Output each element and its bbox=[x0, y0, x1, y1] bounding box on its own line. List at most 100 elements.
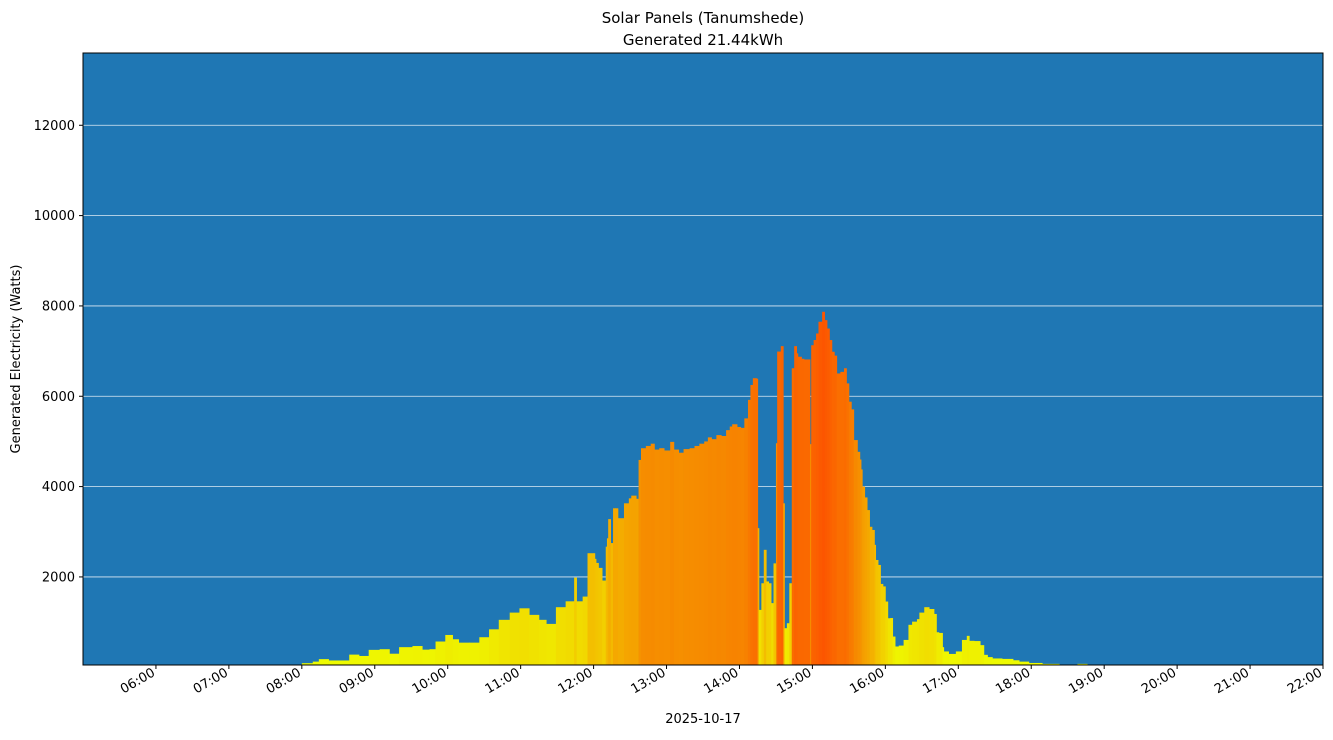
x-tick-label: 20:00 bbox=[1139, 665, 1179, 697]
bar bbox=[890, 618, 893, 665]
bar bbox=[618, 518, 624, 665]
bar bbox=[596, 563, 599, 665]
chart-title: Solar Panels (Tanumshede) bbox=[602, 9, 805, 27]
bar bbox=[577, 601, 583, 665]
bar bbox=[737, 427, 741, 665]
bar bbox=[679, 453, 684, 665]
bar bbox=[422, 650, 430, 665]
bar bbox=[880, 584, 883, 665]
bar bbox=[744, 418, 748, 665]
bar bbox=[814, 340, 817, 665]
bar bbox=[827, 329, 830, 665]
bar bbox=[792, 368, 795, 665]
x-tick-label: 15:00 bbox=[774, 665, 814, 697]
bar bbox=[436, 642, 446, 665]
bar bbox=[811, 345, 814, 665]
bar bbox=[771, 603, 774, 665]
bar bbox=[674, 450, 679, 665]
bar bbox=[646, 446, 651, 665]
bar bbox=[389, 654, 399, 665]
bar bbox=[716, 435, 721, 665]
x-tick-label: 13:00 bbox=[629, 665, 669, 697]
bar bbox=[721, 436, 726, 665]
bar bbox=[453, 639, 459, 665]
bar bbox=[412, 646, 422, 665]
bar bbox=[699, 444, 704, 665]
bar bbox=[574, 578, 577, 665]
bar bbox=[369, 650, 380, 665]
chart-subtitle: Generated 21.44kWh bbox=[623, 31, 783, 49]
bar bbox=[615, 508, 618, 665]
bar bbox=[602, 581, 606, 665]
bar bbox=[546, 624, 556, 665]
x-tick-label: 09:00 bbox=[337, 665, 377, 697]
bar bbox=[651, 444, 655, 665]
bar bbox=[867, 510, 870, 665]
bar bbox=[919, 613, 924, 665]
bar bbox=[704, 441, 708, 665]
bar bbox=[611, 543, 614, 665]
bar bbox=[529, 615, 539, 665]
bar bbox=[583, 597, 588, 665]
bar bbox=[878, 565, 881, 665]
x-tick-label: 19:00 bbox=[1066, 665, 1106, 697]
bar bbox=[753, 378, 757, 665]
bar bbox=[829, 340, 832, 665]
bar bbox=[759, 610, 762, 665]
bar bbox=[598, 568, 602, 665]
bar bbox=[787, 623, 790, 665]
bar bbox=[470, 643, 480, 665]
x-tick-label: 06:00 bbox=[118, 665, 158, 697]
bar bbox=[837, 373, 841, 665]
bar bbox=[969, 641, 974, 665]
bar bbox=[340, 660, 350, 665]
bar bbox=[885, 602, 888, 665]
bar bbox=[777, 352, 781, 665]
bar bbox=[730, 427, 733, 665]
bar bbox=[608, 519, 611, 665]
bar bbox=[899, 646, 904, 665]
bar bbox=[519, 608, 529, 665]
bar bbox=[818, 322, 821, 665]
bar bbox=[1019, 662, 1029, 665]
bar bbox=[761, 583, 764, 665]
bar bbox=[319, 659, 329, 665]
bar bbox=[834, 356, 837, 665]
bar bbox=[694, 446, 699, 665]
bar bbox=[844, 368, 847, 665]
bar bbox=[629, 498, 632, 665]
bar bbox=[588, 553, 596, 665]
bar bbox=[479, 637, 489, 665]
y-tick-label: 4000 bbox=[42, 480, 75, 495]
bar bbox=[510, 613, 520, 665]
bar bbox=[459, 643, 470, 665]
bar bbox=[912, 622, 917, 665]
bar bbox=[870, 527, 873, 665]
bar bbox=[741, 428, 745, 665]
bar bbox=[822, 312, 825, 665]
bar bbox=[636, 499, 639, 665]
bar bbox=[949, 654, 957, 665]
bar bbox=[624, 503, 629, 665]
bar bbox=[917, 619, 920, 665]
bar bbox=[556, 607, 566, 665]
y-tick-label: 12000 bbox=[34, 119, 75, 134]
x-tick-label: 18:00 bbox=[993, 665, 1033, 697]
bar bbox=[862, 487, 865, 665]
bar bbox=[851, 409, 854, 665]
bar bbox=[708, 437, 712, 665]
bar bbox=[908, 625, 912, 665]
bar bbox=[832, 352, 835, 665]
bar bbox=[631, 496, 636, 665]
bar bbox=[992, 658, 1002, 665]
bar bbox=[849, 402, 852, 665]
bar bbox=[684, 449, 690, 665]
bar bbox=[794, 346, 797, 665]
bar bbox=[764, 550, 767, 665]
bar bbox=[798, 357, 802, 665]
y-tick-label: 2000 bbox=[42, 570, 75, 585]
bar bbox=[924, 607, 929, 665]
bar bbox=[784, 628, 787, 665]
bar bbox=[359, 656, 369, 665]
